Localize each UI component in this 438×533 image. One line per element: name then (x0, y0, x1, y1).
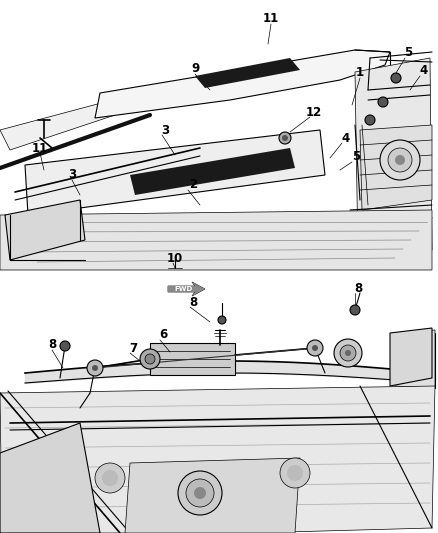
Text: 5: 5 (352, 150, 360, 164)
Circle shape (60, 341, 70, 351)
Text: 8: 8 (189, 296, 197, 310)
Circle shape (287, 465, 303, 481)
Polygon shape (125, 458, 300, 533)
Polygon shape (395, 330, 435, 388)
Polygon shape (0, 423, 100, 533)
Circle shape (340, 345, 356, 361)
Text: 11: 11 (32, 141, 48, 155)
Circle shape (140, 349, 160, 369)
Circle shape (92, 365, 98, 371)
Circle shape (87, 360, 103, 376)
Circle shape (186, 479, 214, 507)
Circle shape (145, 354, 155, 364)
Text: 8: 8 (48, 338, 56, 351)
Polygon shape (360, 125, 432, 210)
Circle shape (95, 463, 125, 493)
Polygon shape (0, 90, 160, 150)
Polygon shape (168, 282, 205, 296)
Text: 1: 1 (356, 66, 364, 78)
Text: 3: 3 (161, 124, 169, 136)
Text: 10: 10 (167, 252, 183, 264)
Text: 7: 7 (129, 342, 137, 354)
Polygon shape (0, 386, 435, 533)
Circle shape (350, 305, 360, 315)
Polygon shape (150, 343, 235, 375)
Circle shape (178, 471, 222, 515)
Circle shape (391, 73, 401, 83)
Circle shape (388, 148, 412, 172)
Text: 9: 9 (191, 61, 199, 75)
Circle shape (194, 487, 206, 499)
Circle shape (280, 458, 310, 488)
Polygon shape (25, 130, 325, 215)
Polygon shape (168, 282, 205, 296)
Circle shape (378, 97, 388, 107)
Text: FWD: FWD (174, 286, 192, 292)
Circle shape (218, 316, 226, 324)
Circle shape (345, 350, 351, 356)
Circle shape (312, 345, 318, 351)
Text: 6: 6 (159, 328, 167, 342)
Circle shape (380, 140, 420, 180)
Text: 11: 11 (263, 12, 279, 25)
Text: 4: 4 (420, 63, 428, 77)
Polygon shape (5, 200, 85, 260)
Circle shape (334, 339, 362, 367)
Circle shape (282, 135, 288, 141)
Text: 2: 2 (189, 179, 197, 191)
Circle shape (102, 470, 118, 486)
Text: 3: 3 (68, 168, 76, 182)
Text: 8: 8 (354, 281, 362, 295)
Circle shape (395, 155, 405, 165)
Polygon shape (95, 50, 390, 118)
Text: 5: 5 (404, 45, 412, 59)
Polygon shape (355, 58, 432, 255)
Polygon shape (130, 148, 295, 195)
Circle shape (307, 340, 323, 356)
Circle shape (279, 132, 291, 144)
Text: 4: 4 (342, 132, 350, 144)
Circle shape (365, 115, 375, 125)
Polygon shape (0, 210, 432, 270)
Polygon shape (390, 328, 432, 386)
Text: 12: 12 (306, 106, 322, 118)
Polygon shape (195, 58, 300, 88)
